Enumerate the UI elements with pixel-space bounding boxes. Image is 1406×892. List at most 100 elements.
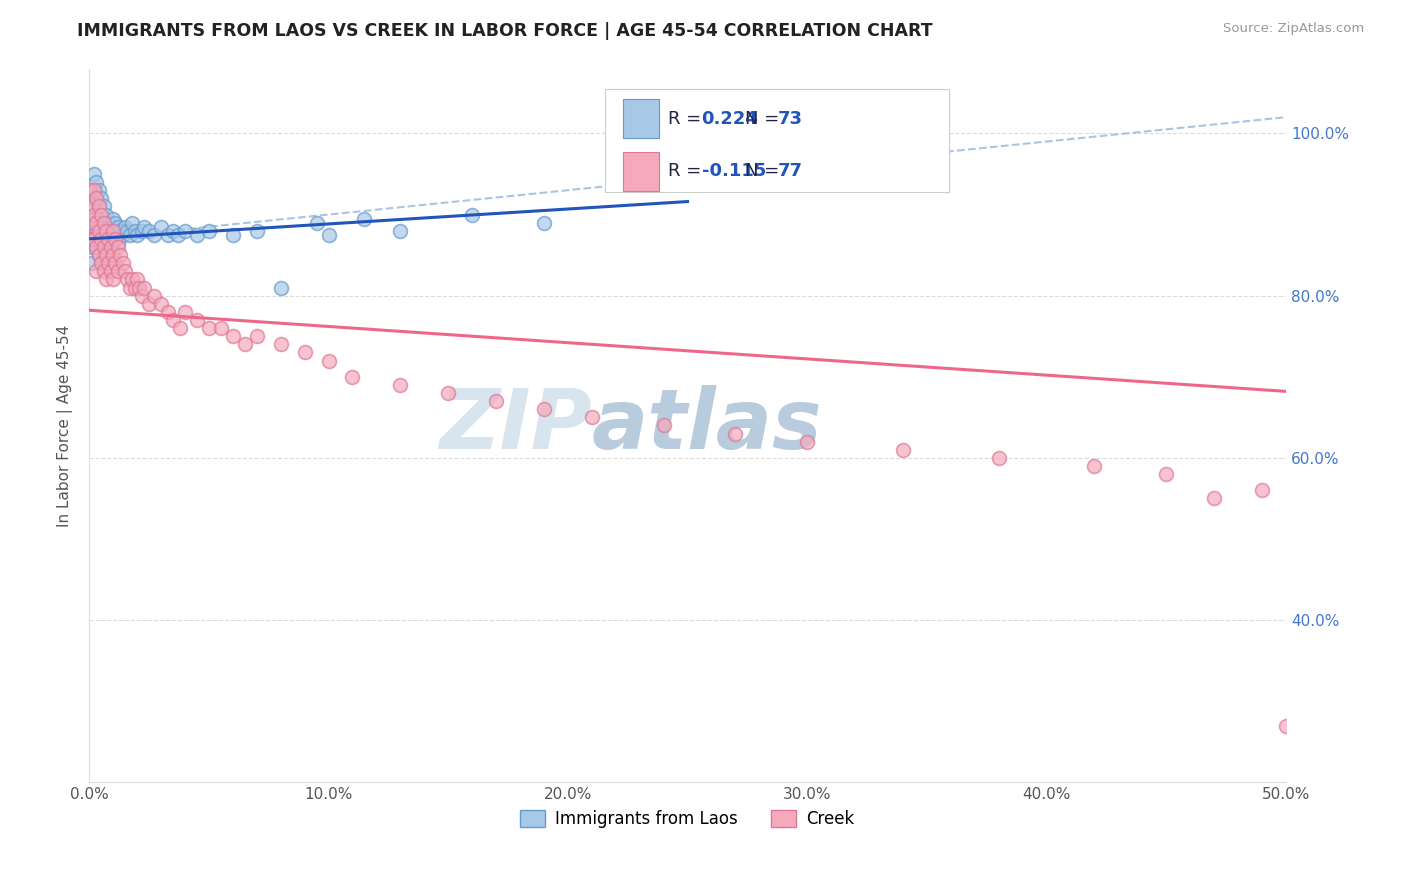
Point — [111, 256, 134, 270]
Point — [80, 216, 103, 230]
Point — [80, 208, 103, 222]
Point — [162, 224, 184, 238]
Point — [186, 313, 208, 327]
Point — [93, 216, 115, 230]
Point — [107, 219, 129, 234]
Point — [142, 288, 165, 302]
Point — [97, 232, 120, 246]
Legend: Immigrants from Laos, Creek: Immigrants from Laos, Creek — [513, 803, 862, 835]
Point — [100, 240, 122, 254]
Point — [94, 248, 117, 262]
Point — [86, 175, 108, 189]
Text: 73: 73 — [778, 110, 803, 128]
Point — [93, 248, 115, 262]
Point — [87, 183, 110, 197]
Point — [86, 191, 108, 205]
Point — [533, 216, 555, 230]
Point — [101, 248, 124, 262]
Point — [80, 232, 103, 246]
Point — [90, 208, 112, 222]
Point — [117, 272, 139, 286]
Point — [138, 297, 160, 311]
Point — [86, 264, 108, 278]
Point — [87, 224, 110, 238]
Point — [652, 418, 675, 433]
Point — [149, 219, 172, 234]
Point — [86, 240, 108, 254]
Point — [93, 199, 115, 213]
Point — [100, 264, 122, 278]
Point — [107, 240, 129, 254]
Point — [80, 191, 103, 205]
Point — [342, 369, 364, 384]
Point — [83, 232, 105, 246]
Point — [174, 224, 197, 238]
Point — [121, 272, 143, 286]
Point — [86, 216, 108, 230]
Point — [294, 345, 316, 359]
Point — [128, 280, 150, 294]
Point — [83, 232, 105, 246]
Point — [77, 183, 100, 197]
Point — [796, 434, 818, 449]
Point — [891, 442, 914, 457]
Point — [676, 127, 699, 141]
Point — [114, 219, 136, 234]
Point — [90, 240, 112, 254]
Point — [101, 272, 124, 286]
Text: ZIP: ZIP — [439, 385, 592, 466]
Point — [114, 264, 136, 278]
Point — [94, 224, 117, 238]
Point — [83, 167, 105, 181]
Point — [142, 227, 165, 242]
Point — [1083, 458, 1105, 473]
Point — [581, 410, 603, 425]
Point — [86, 191, 108, 205]
Point — [100, 224, 122, 238]
Point — [83, 216, 105, 230]
Point — [94, 240, 117, 254]
Text: R =: R = — [668, 110, 707, 128]
Point — [270, 280, 292, 294]
Point — [318, 353, 340, 368]
Point — [100, 240, 122, 254]
Point — [87, 199, 110, 213]
Point — [305, 216, 328, 230]
Point — [90, 208, 112, 222]
Point — [80, 224, 103, 238]
Point — [246, 224, 269, 238]
Point — [118, 227, 141, 242]
Point — [97, 248, 120, 262]
Point — [101, 211, 124, 226]
Point — [83, 199, 105, 213]
Point — [94, 224, 117, 238]
Point — [209, 321, 232, 335]
Point — [533, 402, 555, 417]
Point — [87, 216, 110, 230]
Point — [134, 219, 156, 234]
Point — [83, 183, 105, 197]
Point — [87, 248, 110, 262]
Point — [389, 377, 412, 392]
Point — [174, 305, 197, 319]
Point — [93, 216, 115, 230]
Point — [90, 191, 112, 205]
Text: atlas: atlas — [592, 385, 823, 466]
Point — [233, 337, 256, 351]
Point — [149, 297, 172, 311]
Point — [318, 227, 340, 242]
Point — [104, 216, 127, 230]
Point — [1251, 483, 1274, 498]
Point — [186, 227, 208, 242]
Point — [166, 227, 188, 242]
Y-axis label: In Labor Force | Age 45-54: In Labor Force | Age 45-54 — [58, 325, 73, 526]
Point — [118, 280, 141, 294]
Text: -0.115: -0.115 — [702, 162, 766, 180]
Point — [117, 224, 139, 238]
Point — [198, 224, 221, 238]
Point — [353, 211, 375, 226]
Point — [987, 450, 1010, 465]
Point — [90, 256, 112, 270]
Point — [110, 224, 132, 238]
Point — [270, 337, 292, 351]
